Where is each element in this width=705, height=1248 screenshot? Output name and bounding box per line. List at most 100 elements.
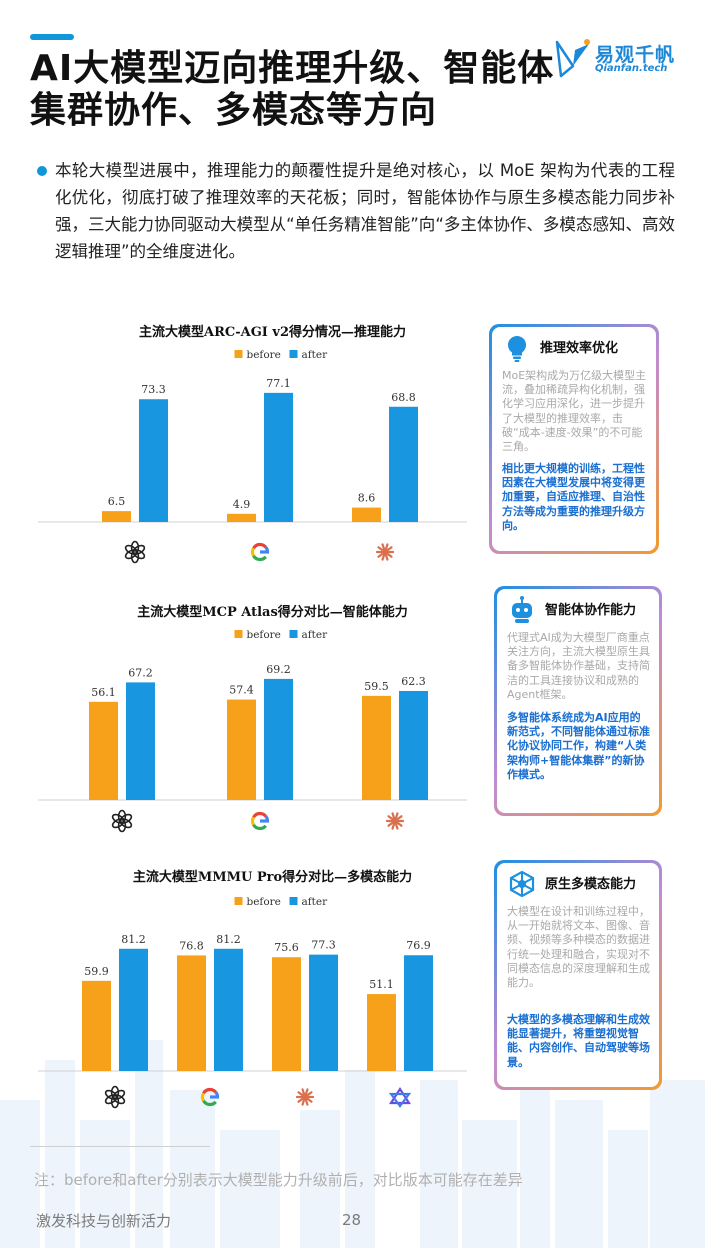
legend-swatch xyxy=(234,630,243,638)
data-label: 6.5 xyxy=(108,495,126,508)
intro-paragraph: 本轮大模型进展中，推理能力的颠覆性提升是绝对核心，以 MoE 架构为代表的工程化… xyxy=(55,161,675,261)
chart-svg: 主流大模型MCP Atlas得分对比—智能体能力 before after 56.1 6… xyxy=(38,604,467,833)
bar-before xyxy=(352,507,381,522)
bar-after xyxy=(119,948,148,1071)
legend-item: after xyxy=(289,349,329,361)
legend-label: before xyxy=(247,629,281,641)
legend-item: before xyxy=(234,349,281,361)
robot-icon xyxy=(512,596,532,623)
bar-after xyxy=(404,955,433,1071)
google-icon xyxy=(250,811,270,831)
brand-logo: 易观千帆 Qianfan.tech xyxy=(553,36,683,80)
footnote: 注：before和after分别表示大模型能力升级前后，对比版本可能存在差异 xyxy=(34,1171,523,1189)
openai-icon xyxy=(124,540,146,564)
bar-after xyxy=(139,399,168,522)
claude-icon xyxy=(295,1088,315,1106)
card-highlight: 多智能体系统成为AI应用的新范式，不同智能体通过标准化协议协同工作，构建“人类架… xyxy=(507,711,650,781)
data-label: 77.3 xyxy=(311,939,336,952)
claude-icon xyxy=(375,543,395,561)
title-accent-bar xyxy=(30,34,74,40)
legend-swatch xyxy=(289,897,298,905)
bar-before xyxy=(362,695,391,800)
data-label: 76.8 xyxy=(179,939,204,952)
card-description: 大模型在设计和训练过程中，从一开始就将文本、图像、音频、视频等多种模态的数据进行… xyxy=(507,905,650,990)
footer-slogan: 激发科技与创新活力 xyxy=(36,1212,172,1230)
bar-before xyxy=(367,994,396,1071)
logo-text-cn: 易观千帆 xyxy=(595,44,676,66)
bar-after xyxy=(264,678,293,800)
card-title: 原生多模态能力 xyxy=(545,877,637,892)
data-label: 8.6 xyxy=(358,492,376,505)
card-reasoning: 推理效率优化 MoE架构成为万亿级大模型主流，叠加稀疏异构化机制，强化学习应用深… xyxy=(489,324,659,554)
card-title: 推理效率优化 xyxy=(540,341,619,356)
legend-swatch xyxy=(234,897,243,905)
data-label: 81.2 xyxy=(121,933,146,946)
chart-reasoning: 主流大模型ARC-AGI v2得分情况—推理能力 before after 6.5 73… xyxy=(30,318,475,578)
data-label: 57.4 xyxy=(229,684,254,697)
chart-title: 主流大模型ARC-AGI v2得分情况—推理能力 xyxy=(139,324,406,340)
bar-after xyxy=(309,954,338,1071)
data-label: 73.3 xyxy=(141,383,166,396)
legend-swatch xyxy=(289,350,298,358)
data-label: 76.9 xyxy=(406,939,431,952)
network-icon xyxy=(509,870,535,898)
legend-label: before xyxy=(247,349,281,361)
data-label: 67.2 xyxy=(128,666,153,679)
skyline-background xyxy=(0,1040,705,1248)
data-label: 77.1 xyxy=(266,377,291,390)
legend-label: after xyxy=(302,896,329,908)
page-number: 28 xyxy=(342,1211,362,1229)
bar-after xyxy=(126,682,155,800)
legend-item: before xyxy=(234,629,281,641)
bullet-dot xyxy=(37,166,47,176)
data-label: 51.1 xyxy=(369,978,394,991)
bar-after xyxy=(389,406,418,522)
bar-after xyxy=(264,392,293,522)
chart-svg: 主流大模型MMMU Pro得分对比—多模态能力 before after 59.9 81… xyxy=(38,869,467,1109)
bar-before xyxy=(227,513,256,522)
legend-label: after xyxy=(302,629,329,641)
data-label: 69.2 xyxy=(266,663,291,676)
legend-swatch xyxy=(234,350,243,358)
openai-icon xyxy=(104,1085,126,1109)
bar-before xyxy=(227,699,256,800)
bar-after xyxy=(214,948,243,1071)
google-icon xyxy=(200,1087,220,1107)
legend-label: before xyxy=(247,896,281,908)
bar-before xyxy=(272,957,301,1071)
legend-item: before xyxy=(234,896,281,908)
card-highlight: 大模型的多模态理解和生成效能显著提升，将重塑视觉智能、内容创作、自动驾驶等场景。 xyxy=(507,1013,650,1069)
data-label: 4.9 xyxy=(233,498,251,511)
card-multimodal: 原生多模态能力 大模型在设计和训练过程中，从一开始就将文本、图像、音频、视频等多… xyxy=(494,860,662,1090)
chart-title: 主流大模型MMMU Pro得分对比—多模态能力 xyxy=(133,869,412,885)
bar-before xyxy=(89,701,118,800)
bar-before xyxy=(82,980,111,1071)
legend-swatch xyxy=(289,630,298,638)
data-label: 75.6 xyxy=(274,941,299,954)
data-label: 56.1 xyxy=(91,686,116,699)
legend-item: after xyxy=(289,896,329,908)
chart-agent: 主流大模型MCP Atlas得分对比—智能体能力 before after 56.1 6… xyxy=(30,598,475,838)
card-highlight: 相比更大规模的训练，工程性因素在大模型发展中将变得更加重要，自适应推理、自治性方… xyxy=(502,462,645,532)
google-icon xyxy=(250,542,270,562)
chart-multimodal: 主流大模型MMMU Pro得分对比—多模态能力 before after 59.9 81… xyxy=(30,863,475,1123)
chart-svg: 主流大模型ARC-AGI v2得分情况—推理能力 before after 6.5 73… xyxy=(38,324,467,564)
data-label: 68.8 xyxy=(391,391,416,404)
card-description: 代理式AI成为大模型厂商重点关注方向，主流大模型原生具备多智能体协作基础，支持简… xyxy=(507,631,650,701)
bar-before xyxy=(177,955,206,1071)
openai-icon xyxy=(111,809,133,833)
data-label: 59.9 xyxy=(84,965,109,978)
legend-item: after xyxy=(289,629,329,641)
card-agent: 智能体协作能力 代理式AI成为大模型厂商重点关注方向，主流大模型原生具备多智能体… xyxy=(494,586,662,816)
bar-before xyxy=(102,511,131,522)
note-divider xyxy=(30,1146,210,1147)
claude-icon xyxy=(385,812,405,830)
data-label: 62.3 xyxy=(401,675,426,688)
legend-label: after xyxy=(302,349,329,361)
chart-title: 主流大模型MCP Atlas得分对比—智能体能力 xyxy=(137,604,408,620)
card-description: MoE架构成为万亿级大模型主流，叠加稀疏异构化机制，强化学习应用深化，进一步提升… xyxy=(502,369,647,454)
card-title: 智能体协作能力 xyxy=(545,603,637,618)
page-title: AI大模型迈向推理升级、智能体集群协作、多模态等方向 xyxy=(30,48,555,131)
logo-mark-icon xyxy=(555,39,590,78)
lightbulb-icon xyxy=(507,335,527,362)
